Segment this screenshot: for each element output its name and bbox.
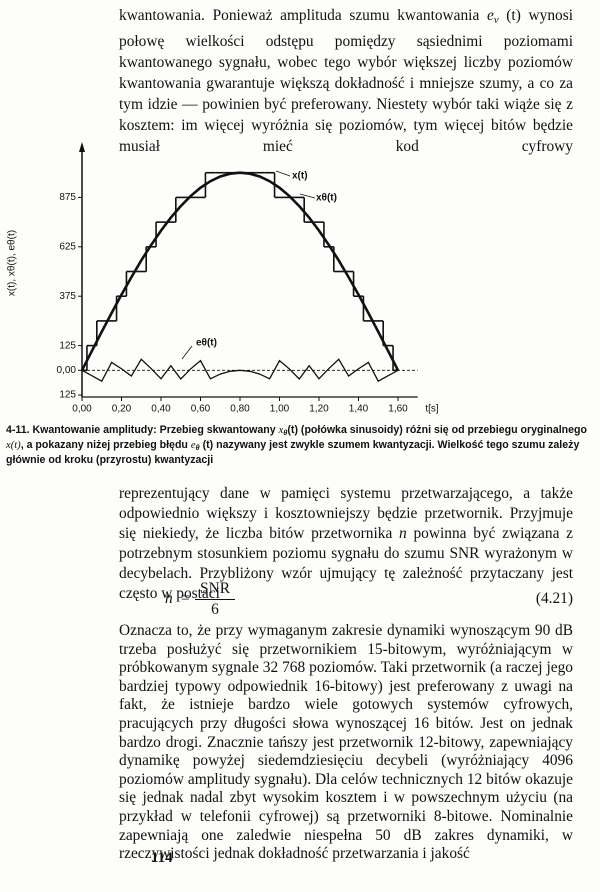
paragraph: kwantowania. Ponieważ amplituda szumu kw… — [119, 5, 573, 157]
formula: n = SNR 6 (4.21) — [165, 580, 573, 620]
label-leader — [181, 345, 193, 360]
page-number: 114 — [151, 850, 173, 866]
x-tick-label: 1,60 — [388, 404, 408, 415]
x-tick-label: 0,20 — [112, 404, 132, 415]
x-tick-label: 1,40 — [349, 404, 369, 415]
x-axis-label: t[s] — [425, 404, 439, 415]
text-run: kwantowania. Ponieważ amplituda szumu kw… — [119, 7, 487, 24]
y-tick-label: 875 — [59, 192, 76, 203]
series-line — [81, 358, 399, 383]
label-leader — [299, 193, 316, 199]
subscript: v — [493, 14, 499, 27]
y-tick-label: 0,00 — [57, 365, 77, 376]
text-run: , a pokazany niżej przebieg błędu — [20, 439, 191, 452]
text-run: x(t) — [6, 440, 21, 452]
text-run: e — [190, 440, 196, 452]
x-tick-label: 0,80 — [230, 404, 250, 415]
x-tick-label: 1,20 — [309, 404, 329, 415]
x-tick-label: 0,60 — [191, 404, 211, 415]
x-tick-label: 0,00 — [72, 404, 92, 415]
fraction: SNR 6 — [195, 580, 235, 619]
text-run: (t) wynosi połowę wielkości odstępu pomi… — [119, 7, 573, 156]
denominator: 6 — [211, 601, 219, 618]
y-tick-label: 375 — [59, 291, 76, 302]
x-tick-label: 1,00 — [270, 404, 290, 415]
series-label: x(t) — [292, 171, 308, 182]
fraction-bar — [195, 599, 235, 600]
text-run: n — [399, 525, 407, 542]
paragraph: Oznacza to, że przy wymaganym zakresie d… — [119, 622, 573, 863]
text-run: powinna być związana z potrzebnym stosun… — [119, 525, 573, 602]
text-run: (t) (połówka sinusoidy) różni się od prz… — [287, 424, 587, 436]
text-run: e — [486, 7, 494, 24]
text-run: (t) nazywany jest zwykle szumem kwantyza… — [6, 439, 580, 467]
text-run: x — [278, 425, 284, 436]
subscript: θ — [283, 428, 288, 438]
series-label: eθ(t) — [196, 338, 217, 349]
x-tick-label: 0,40 — [151, 404, 171, 415]
y-tick-label: 125 — [59, 340, 76, 351]
figure-caption: 4-11. Kwantowanie amplitudy: Przebieg sk… — [6, 424, 590, 467]
series-label: xθ(t) — [316, 193, 337, 204]
equation-number: (4.21) — [535, 590, 573, 607]
text-run: reprezentujący dane w pamięci systemu pr… — [119, 485, 573, 542]
y-tick-label: 625 — [59, 241, 76, 252]
formula-eq: = — [181, 590, 190, 607]
y-tick-label: 125 — [59, 390, 76, 401]
formula-lhs: n — [165, 590, 173, 607]
subscript: θ — [195, 443, 200, 453]
figure-chart: x(t), xθ(t), eθ(t) t[s] 0,00 0,20 0,40 0,60… — [7, 142, 439, 415]
text-run: 4-11. Kwantowanie amplitudy: Przebieg sk… — [6, 424, 279, 436]
y-axis-label: x(t), xθ(t), eθ(t) — [7, 230, 18, 296]
numerator: SNR — [200, 580, 230, 597]
paragraph: reprezentujący dane w pamięci systemu pr… — [119, 484, 573, 604]
label-leader — [275, 170, 291, 177]
